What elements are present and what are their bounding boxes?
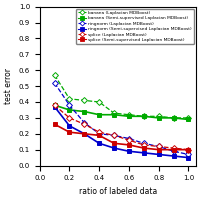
X-axis label: ratio of labeled data: ratio of labeled data <box>79 187 157 196</box>
Y-axis label: test error: test error <box>4 68 13 104</box>
Legend: banana (Laplacian MDBoost), banana (Semi-supervised Laplacian MDBoost), ringnorm: banana (Laplacian MDBoost), banana (Semi… <box>76 9 194 44</box>
